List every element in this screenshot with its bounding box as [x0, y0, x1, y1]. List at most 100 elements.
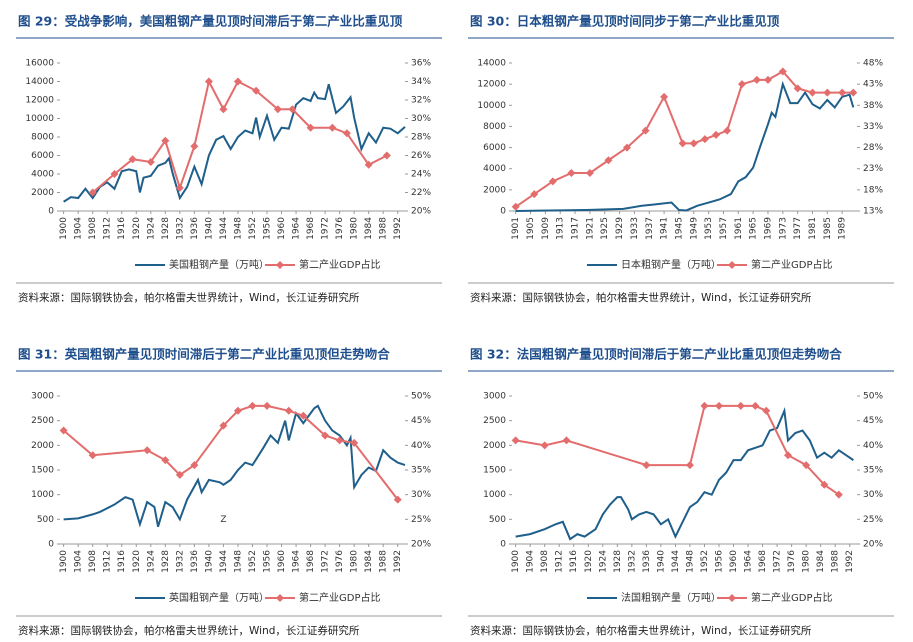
y2-tick-label: 25% — [863, 515, 883, 525]
x-tick-label: 1900 — [59, 217, 69, 240]
x-tick-label: 1932 — [175, 550, 185, 573]
x-tick-label: 1980 — [350, 217, 360, 240]
series-marker — [778, 67, 787, 76]
series-marker — [823, 88, 832, 97]
x-tick-label: 1976 — [335, 217, 345, 240]
series-marker — [641, 126, 650, 135]
series-marker — [146, 157, 155, 166]
series-marker — [820, 480, 829, 489]
series-marker — [263, 401, 271, 410]
x-tick-label: 1924 — [146, 550, 156, 573]
x-tick-label: 1976 — [335, 550, 345, 573]
x-tick-label: 1901 — [511, 217, 521, 240]
y2-tick-label: 32% — [411, 96, 431, 106]
y2-tick-label: 23% — [863, 164, 883, 174]
series-marker — [511, 436, 520, 445]
x-tick-label: 1968 — [306, 217, 316, 240]
x-tick-label: 1956 — [715, 550, 725, 573]
y-tick-label: 0 — [500, 540, 506, 550]
x-tick-label: 1960 — [277, 550, 287, 573]
y2-tick-label: 26% — [411, 151, 431, 161]
x-tick-label: 1928 — [613, 550, 623, 573]
x-tick-label: 1936 — [642, 550, 652, 573]
x-tick-label: 1916 — [117, 217, 127, 240]
y2-tick-label: 20% — [411, 207, 431, 217]
x-tick-label: 1940 — [204, 217, 214, 240]
y2-tick-label: 50% — [863, 392, 883, 402]
x-tick-label: 1912 — [103, 550, 113, 573]
x-tick-label: 1916 — [117, 550, 127, 573]
y2-tick-label: 30% — [411, 490, 431, 500]
x-tick-label: 1972 — [321, 217, 331, 240]
x-tick-label: 1972 — [773, 550, 783, 573]
legend-marker — [728, 261, 736, 269]
chart-title: 图 30：日本粗钢产量见顶时间同步于第二产业比重见顶 — [470, 14, 780, 29]
series-marker — [190, 461, 199, 470]
series-marker — [751, 401, 760, 410]
y2-tick-label: 45% — [411, 416, 431, 426]
legend-label: 第二产业GDP占比 — [299, 258, 380, 271]
x-tick-label: 1965 — [749, 217, 759, 240]
y2-tick-label: 40% — [863, 441, 883, 451]
y2-tick-label: 34% — [411, 77, 431, 87]
source: 资料来源：国际钢铁协会，帕尔格雷夫世界统计，Wind，长江证券研究所 — [470, 624, 812, 637]
series-marker — [219, 421, 228, 430]
series-marker — [190, 142, 199, 151]
x-tick-label: 1904 — [74, 217, 84, 240]
x-tick-label: 1909 — [541, 217, 551, 240]
y-tick-label: 1500 — [31, 466, 54, 476]
legend-label: 第二产业GDP占比 — [751, 591, 832, 604]
series-line — [515, 80, 855, 212]
series-marker — [763, 75, 772, 84]
y-tick-label: 12000 — [25, 96, 54, 106]
x-tick-label: 1933 — [630, 217, 640, 240]
x-tick-label: 1952 — [700, 550, 710, 573]
series-marker — [143, 446, 152, 455]
series-marker — [273, 105, 282, 114]
x-tick-label: 1908 — [88, 217, 98, 240]
x-tick-label: 1968 — [306, 550, 316, 573]
y2-tick-label: 28% — [411, 133, 431, 143]
x-tick-label: 1981 — [808, 217, 818, 240]
x-tick-label: 1948 — [233, 550, 243, 573]
x-tick-label: 1928 — [161, 217, 171, 240]
y-tick-label: 8000 — [31, 133, 54, 143]
x-tick-label: 1984 — [816, 550, 826, 573]
series-marker — [585, 168, 594, 177]
y-tick-label: 4000 — [483, 164, 506, 174]
y-tick-label: 8000 — [483, 122, 506, 132]
y-tick-label: 1000 — [483, 490, 506, 500]
series-marker — [784, 451, 792, 460]
x-tick-label: 1977 — [793, 217, 803, 240]
x-tick-label: 1953 — [704, 217, 714, 240]
x-tick-label: 1964 — [292, 550, 302, 573]
x-tick-label: 1968 — [758, 550, 768, 573]
series-marker — [306, 123, 315, 132]
x-tick-label: 1941 — [660, 217, 670, 240]
x-tick-label: 1980 — [802, 550, 812, 573]
y-tick-label: 0 — [48, 207, 54, 217]
series-line — [63, 84, 406, 203]
x-tick-label: 1948 — [233, 217, 243, 240]
series-marker — [678, 139, 687, 148]
series-line — [515, 406, 854, 541]
chart-title: 图 32：法国粗钢产量见顶时间滞后于第二产业比重见顶但走势吻合 — [470, 347, 842, 362]
annotation: Z — [220, 515, 226, 525]
series-marker — [802, 461, 811, 470]
x-tick-label: 1925 — [600, 217, 610, 240]
y2-tick-label: 24% — [411, 170, 431, 180]
series-marker — [175, 183, 184, 192]
legend-label: 第二产业GDP占比 — [299, 591, 380, 604]
y2-tick-label: 20% — [411, 540, 431, 550]
series-marker — [335, 436, 344, 445]
series-marker — [623, 143, 631, 152]
chart-title: 图 31：英国粗钢产量见顶时间滞后于第二产业比重见顶但走势吻合 — [18, 347, 390, 362]
x-tick-label: 1956 — [263, 550, 273, 573]
x-tick-label: 1908 — [88, 550, 98, 573]
x-tick-label: 1900 — [59, 550, 69, 573]
series-marker — [128, 155, 137, 164]
series-marker — [219, 105, 228, 114]
x-tick-label: 1984 — [364, 217, 374, 240]
legend-label: 法国粗钢产量（万吨） — [621, 591, 721, 604]
series-marker — [161, 456, 170, 465]
